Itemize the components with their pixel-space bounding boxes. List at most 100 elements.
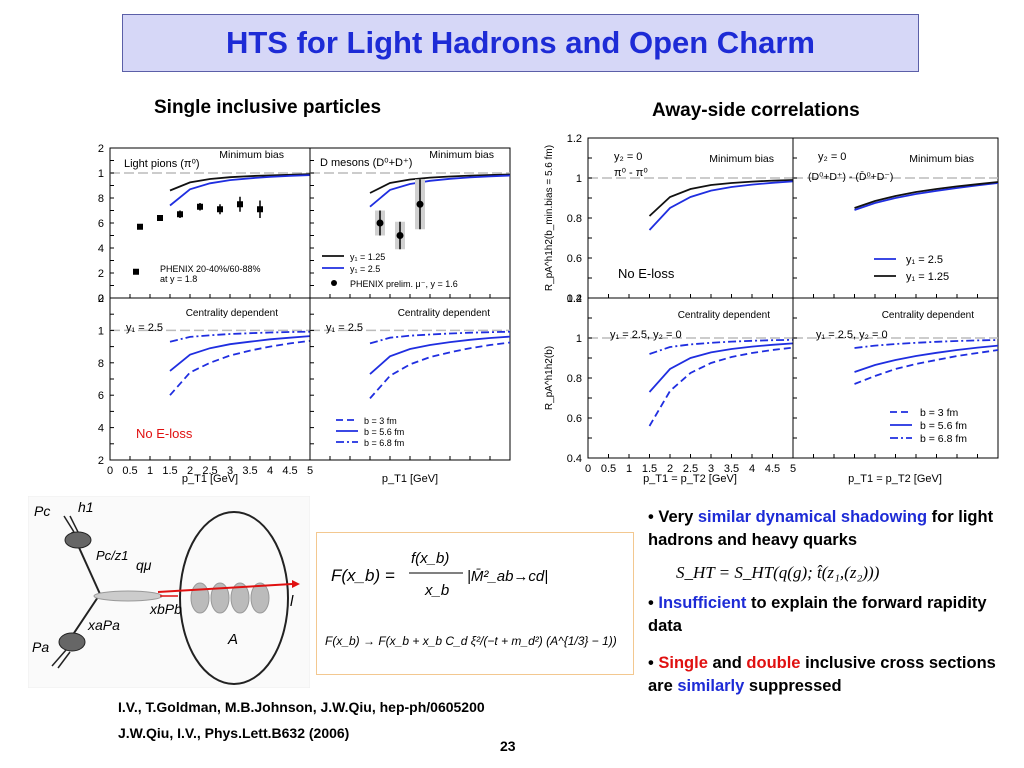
x-tick-label: 1.5: [642, 463, 657, 475]
chart-text: Centrality dependent: [678, 310, 771, 321]
y-tick-label: 1.2: [567, 293, 582, 305]
chart-text: Centrality dependent: [398, 308, 491, 319]
chart-text: b = 3 fm: [920, 407, 958, 419]
formula-rescaling: F(x_b) → F(x_b + x_b C_d ξ²/(−t + m_d²) …: [325, 634, 617, 648]
diagram-label: Pc: [34, 503, 50, 519]
fragmentation-blob-icon: [64, 531, 92, 549]
series-line: [648, 180, 794, 231]
chart-text: y₂ = 0: [818, 151, 846, 163]
chart-text: Minimum bias: [429, 149, 494, 161]
bullet-item: • Single and double inclusive cross sect…: [648, 654, 996, 695]
chart-text: π⁰ - π⁰: [614, 167, 648, 179]
series-line: [854, 349, 999, 385]
chart-text: y₁ = 2.5: [906, 254, 943, 266]
chart-text: y₂ = 0: [614, 151, 642, 163]
x-tick-label: 3.5: [242, 465, 257, 477]
chart-text: Centrality dependent: [882, 310, 975, 321]
series-line: [169, 330, 311, 343]
x-tick-label: 4: [267, 465, 273, 477]
x-tick-label: 0.5: [601, 463, 616, 475]
diagram-label: xbPb: [149, 601, 182, 617]
diagram-label: qμ: [136, 557, 152, 573]
y-tick-label: 0.6: [567, 413, 582, 425]
data-point: [137, 223, 143, 230]
y-tick-label: 0.4: [98, 423, 104, 435]
y-tick-label: 1.2: [98, 293, 104, 305]
y-tick-label: 0.2: [98, 268, 104, 280]
y-tick-label: 0.8: [567, 373, 582, 385]
x-tick-label: 3: [227, 465, 233, 477]
diagram-label: Pc/z1: [96, 548, 129, 563]
chart-text: Minimum bias: [709, 153, 774, 165]
data-point: [257, 206, 263, 213]
series-line: [854, 339, 999, 349]
x-tick-label: 2.5: [202, 465, 217, 477]
chart-text: y₁ = 2.5: [350, 264, 380, 274]
section-heading-away: Away-side correlations: [652, 100, 860, 121]
formula-matrix-element: |M̄²_ab→cd|: [467, 568, 548, 585]
data-point: [133, 268, 139, 275]
x-tick-label: 1.5: [162, 465, 177, 477]
series-line: [369, 335, 511, 375]
formula-sht: S_HT = S_HT(q(g); t̂(z₁,(z₂))): [676, 563, 880, 582]
data-point: [217, 206, 223, 213]
series-line: [854, 181, 999, 209]
data-point: [237, 201, 243, 208]
x-tick-label: 2.5: [683, 463, 698, 475]
chart-text: b = 5.6 fm: [364, 427, 404, 437]
y-tick-label: 0.6: [567, 253, 582, 265]
y-tick-label: 0.4: [567, 293, 582, 305]
section-heading-single: Single inclusive particles: [154, 97, 382, 118]
series-line: [854, 344, 999, 373]
x-tick-label: 0: [585, 463, 591, 475]
chart-text: b = 6.8 fm: [920, 433, 967, 445]
legend-marker: [331, 280, 337, 286]
data-point: [157, 215, 163, 221]
x-tick-label: 2: [187, 465, 193, 477]
x-tick-label: 0.5: [122, 465, 137, 477]
series-line: [369, 173, 511, 194]
chart-text: b = 6.8 fm: [364, 438, 404, 448]
x-tick-label: 4.5: [282, 465, 297, 477]
data-point: [197, 203, 203, 210]
y-tick-label: 1: [98, 325, 104, 337]
series-line: [648, 346, 794, 427]
series-line: [369, 174, 511, 208]
chart-text: y₁ = 2.5, y₂ = 0: [610, 329, 682, 341]
title-box: HTS for Light Hadrons and Open Charm: [122, 14, 919, 72]
y-tick-label: 0: [98, 293, 104, 305]
x-tick-label: 4.5: [765, 463, 780, 475]
chart-text: y₁ = 1.25: [350, 252, 385, 262]
formula-lhs: F(x_b) =: [331, 566, 395, 585]
y-tick-label: 1: [98, 168, 104, 180]
chart-text: b = 3 fm: [364, 416, 397, 426]
bullet-list: • Very similar dynamical shadowing for l…: [648, 506, 1008, 712]
y-tick-label: 1: [576, 173, 582, 185]
data-point: [396, 232, 404, 239]
x-tick-label: 1: [626, 463, 632, 475]
formula-denominator: x_b: [424, 582, 449, 599]
series-line: [169, 335, 311, 372]
chart-text: (D⁰+D⁺) - (D̄⁰+D⁻): [808, 170, 893, 183]
y-tick-label: 0.8: [98, 193, 104, 205]
chart-text: PHENIX 20-40%/60-88%: [160, 264, 261, 274]
x-tick-label: 5: [790, 463, 796, 475]
y-tick-label: 0.4: [567, 453, 582, 465]
chart-text: y₁ = 2.5, y₂ = 0: [816, 329, 888, 341]
diagram-label: l: [290, 593, 294, 610]
page-number: 23: [500, 738, 516, 754]
formula-box: F(x_b) = f(x_b) x_b |M̄²_ab→cd| F(x_b) →…: [316, 532, 634, 675]
diagram-label: Pa: [32, 639, 49, 655]
chart-text: y₁ = 2.5: [126, 322, 163, 334]
y-tick-label: 0.6: [98, 390, 104, 402]
y-tick-label: 0.4: [98, 243, 104, 255]
x-tick-label: 1: [147, 465, 153, 477]
chart-text: PHENIX prelim. μ⁻, y = 1.6: [350, 279, 458, 289]
x-tick-label: 3: [708, 463, 714, 475]
data-point: [177, 211, 183, 218]
x-tick-label: 4: [749, 463, 755, 475]
series-line: [169, 340, 311, 396]
chart-text: y₁ = 1.25: [906, 271, 949, 283]
series-line: [369, 341, 511, 399]
